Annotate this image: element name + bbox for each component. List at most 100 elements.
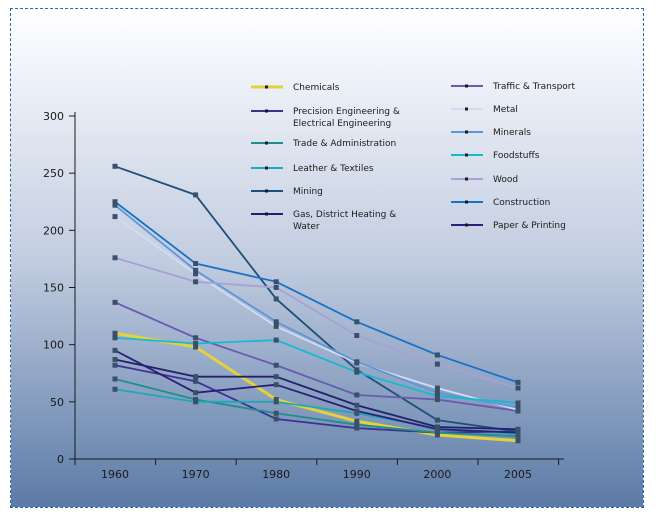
- data-point: [354, 402, 360, 408]
- series-line: [114, 331, 519, 443]
- x-tick-label: 1960: [101, 468, 129, 481]
- data-point: [515, 405, 521, 411]
- data-point: [354, 408, 360, 414]
- legend-marker: [465, 177, 468, 181]
- data-point: [112, 214, 118, 220]
- data-point: [273, 410, 279, 416]
- legend-entry: Construction: [451, 198, 550, 208]
- data-point: [193, 344, 199, 350]
- data-point: [434, 393, 440, 399]
- data-point: [434, 426, 440, 432]
- series-group: [112, 335, 521, 406]
- data-point: [112, 362, 118, 368]
- data-point: [515, 385, 521, 391]
- legend-entry: Minerals: [451, 128, 531, 138]
- data-point: [434, 385, 440, 391]
- data-point: [515, 430, 521, 436]
- data-point: [112, 202, 118, 208]
- data-point: [193, 390, 199, 396]
- data-point: [273, 285, 279, 290]
- data-point: [273, 382, 279, 388]
- legend-label: Precision Engineering & Electrical Engine…: [293, 107, 400, 129]
- legend-label: Paper & Printing: [493, 221, 566, 231]
- series-line: [114, 201, 519, 384]
- y-tick-label: 250: [43, 167, 64, 180]
- legend-label: Minerals: [493, 128, 531, 138]
- data-point: [354, 392, 360, 398]
- data-point: [193, 341, 199, 347]
- y-tick-label: 300: [43, 110, 64, 123]
- data-point: [515, 400, 521, 406]
- data-point: [193, 378, 199, 384]
- data-point: [515, 438, 521, 444]
- legend-label: Chemicals: [293, 83, 340, 93]
- series-line: [114, 256, 519, 389]
- data-point: [273, 416, 279, 422]
- series-line: [114, 204, 519, 409]
- series-line: [114, 165, 519, 433]
- data-point: [354, 333, 360, 339]
- data-point: [434, 430, 440, 436]
- series-line: [114, 358, 519, 431]
- data-point: [434, 417, 440, 423]
- data-point: [112, 163, 118, 169]
- legend-marker: [265, 189, 268, 193]
- legend-marker: [465, 107, 468, 111]
- legend-marker: [265, 141, 268, 145]
- data-point: [112, 199, 118, 205]
- legend-entry: Precision Engineering & Electrical Engine…: [251, 107, 400, 129]
- data-point: [112, 335, 118, 341]
- data-point: [434, 390, 440, 396]
- data-point: [273, 296, 279, 302]
- series-group: [112, 202, 521, 411]
- legend-label: Gas, District Heating & Water: [293, 210, 396, 232]
- data-point: [193, 267, 199, 273]
- data-point: [273, 399, 279, 405]
- x-tick-label: 2005: [504, 468, 532, 481]
- legend-label: Construction: [493, 198, 550, 208]
- legend-entry: Foodstuffs: [451, 151, 540, 161]
- series-line: [114, 336, 519, 404]
- data-point: [273, 319, 279, 325]
- data-point: [193, 374, 199, 380]
- y-tick-label: 200: [43, 224, 64, 237]
- series-line: [114, 378, 519, 438]
- legend-marker: [465, 153, 468, 157]
- data-point: [112, 357, 118, 363]
- legend-marker: [265, 212, 268, 216]
- data-point: [354, 425, 360, 431]
- legend-label: Trade & Administration: [292, 139, 396, 149]
- data-point: [193, 192, 199, 198]
- data-point: [354, 418, 360, 424]
- legend-marker: [265, 85, 268, 89]
- data-point: [273, 337, 279, 343]
- data-point: [515, 426, 521, 432]
- data-point: [193, 279, 199, 285]
- data-point: [193, 271, 199, 277]
- data-point: [112, 386, 118, 392]
- legend-entry: Gas, District Heating & Water: [251, 210, 396, 232]
- data-point: [354, 359, 360, 365]
- legend-marker: [465, 223, 468, 227]
- data-point: [112, 255, 118, 261]
- data-point: [273, 279, 279, 285]
- data-point: [434, 361, 440, 367]
- legend-entry: Mining: [251, 187, 323, 197]
- series-line: [114, 215, 519, 411]
- y-tick-label: 0: [57, 453, 64, 466]
- legend-entry: Traffic & Transport: [451, 82, 575, 92]
- data-point: [354, 319, 360, 325]
- legend-marker: [265, 109, 268, 113]
- data-point: [112, 376, 118, 382]
- series-group: [112, 347, 521, 436]
- chart-frame: 0 50 100 150 200 250 300 1960 1970 1980 1990 2000 20…: [10, 8, 644, 508]
- data-point: [193, 399, 199, 405]
- legend-entry: Chemicals: [251, 83, 340, 93]
- series-line: [114, 301, 519, 412]
- data-point: [515, 379, 521, 385]
- legend-label: Mining: [293, 187, 323, 197]
- legend-entry: Wood: [451, 175, 518, 185]
- data-point: [273, 362, 279, 368]
- data-point: [193, 260, 199, 266]
- legend-marker: [465, 84, 468, 88]
